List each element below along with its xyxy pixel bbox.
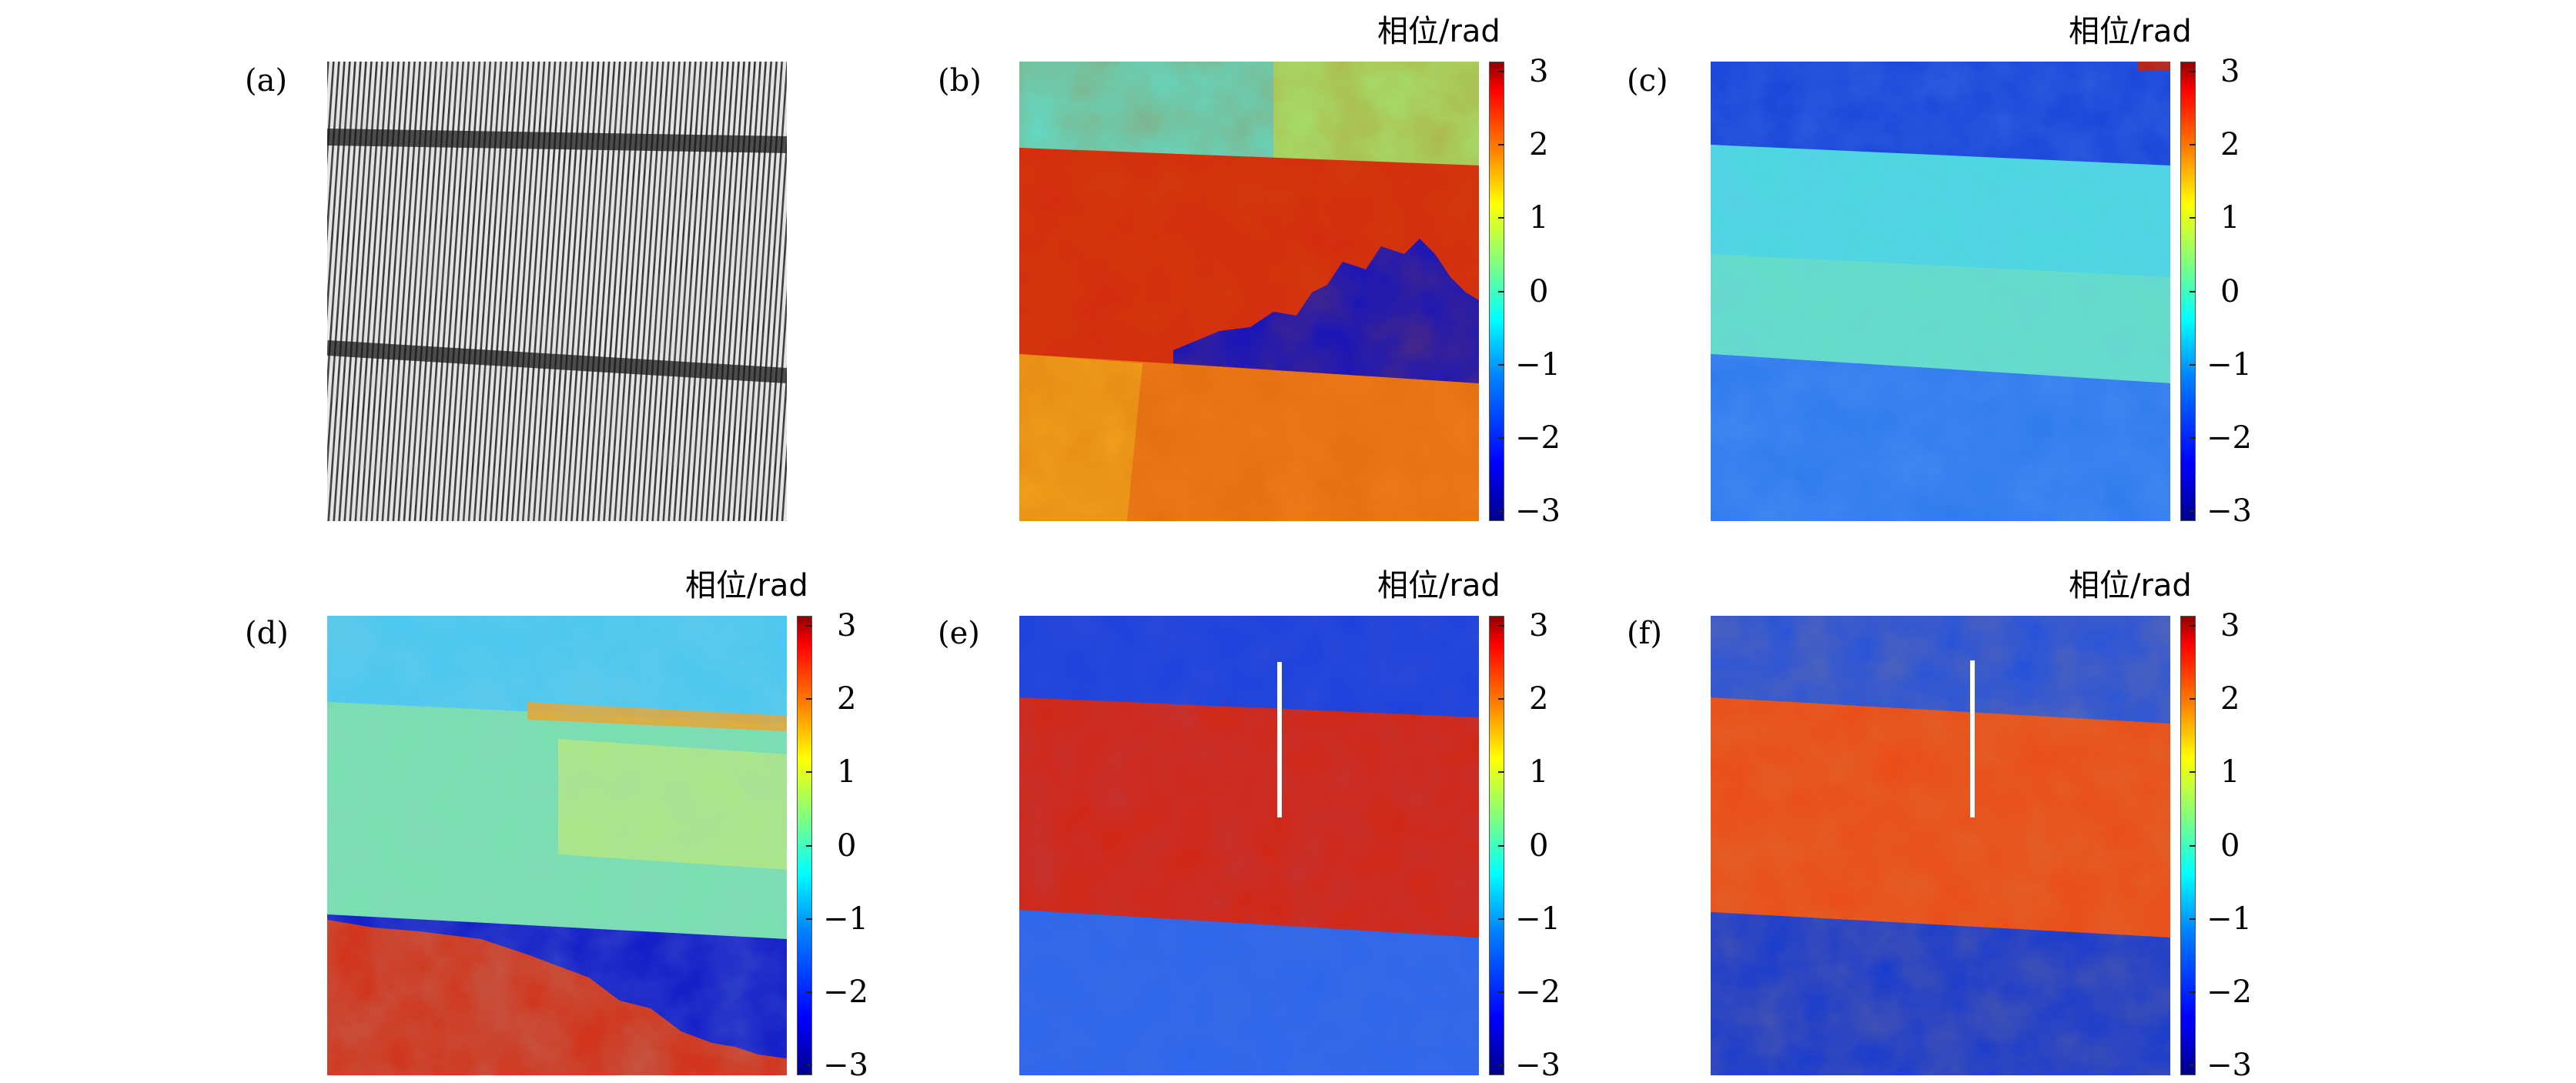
colorbar-tick-label: −3 [1515, 1047, 1561, 1083]
colorbar-tickmark [806, 918, 812, 920]
colorbar-tickmark [2190, 436, 2196, 439]
colorbar-tick-label: 1 [2220, 754, 2240, 791]
colorbar-tickmark [1498, 217, 1504, 219]
colorbar-tick-label: −1 [1515, 901, 1561, 937]
colorbar-tick-label: 2 [837, 681, 857, 717]
colorbar-tick-label: −1 [1515, 346, 1561, 383]
phase-map-c [1711, 62, 2170, 521]
colorbar-tickmark [2190, 217, 2196, 219]
phase-map-d [327, 616, 787, 1075]
panel-label-b: (b) [938, 63, 982, 99]
colorbar-tickmark [1498, 290, 1504, 292]
colorbar-tick-label: 1 [2220, 200, 2240, 236]
colorbar-tickmark [1498, 1064, 1504, 1066]
phase-map-e [1019, 616, 1479, 1075]
colorbar-tickmark [1498, 436, 1504, 439]
colorbar-tick-label: 3 [837, 608, 857, 644]
colorbar-tick-label: 3 [1529, 608, 1549, 644]
colorbar-tick-label: 0 [1529, 827, 1549, 864]
panel-label-c: (c) [1627, 63, 1668, 99]
colorbar-tickmark [1498, 625, 1504, 627]
interferogram-a [327, 62, 787, 521]
phase-map-b [1019, 62, 1479, 521]
colorbar-tick-label: −3 [2206, 493, 2252, 529]
colorbar-tick-label: −3 [2206, 1047, 2252, 1083]
colorbar-tickmark [2190, 771, 2196, 774]
colorbar-label-b: 相位/rad [1377, 14, 1500, 49]
colorbar-tick-label: 0 [2220, 273, 2240, 309]
colorbar-tickmark [1498, 144, 1504, 146]
colorbar-tick-label: 0 [837, 827, 857, 864]
colorbar-tickmark [2190, 71, 2196, 73]
colorbar-tickmark [2190, 991, 2196, 993]
colorbar-tick-label: −2 [1515, 974, 1561, 1010]
colorbar-tickmark [2190, 290, 2196, 292]
colorbar-tick-label: −2 [2206, 974, 2252, 1010]
colorbar-tick-label: −1 [2206, 901, 2252, 937]
colorbar-tickmark [1498, 71, 1504, 73]
colorbar-tickmark [1498, 363, 1504, 366]
colorbar-label-f: 相位/rad [2069, 568, 2192, 603]
colorbar-tick-label: 1 [837, 754, 857, 791]
panel-label-e: (e) [938, 616, 980, 651]
colorbar-tick-label: 2 [1529, 681, 1549, 717]
colorbar-tick-label: −3 [1515, 493, 1561, 529]
colorbar-tick-label: 1 [1529, 200, 1549, 236]
colorbar-tick-label: 2 [2220, 127, 2240, 163]
colorbar-tickmark [2190, 698, 2196, 700]
colorbar-tickmark [1498, 991, 1504, 993]
colorbar-tickmark [1498, 918, 1504, 920]
colorbar-tickmark [2190, 363, 2196, 366]
phase-map-f [1711, 616, 2170, 1075]
colorbar-tickmark [2190, 918, 2196, 920]
colorbar-label-d: 相位/rad [685, 568, 808, 603]
colorbar-tickmark [1498, 510, 1504, 512]
colorbar-tick-label: 0 [2220, 827, 2240, 864]
colorbar-tickmark [806, 844, 812, 847]
colorbar-tick-label: 3 [2220, 54, 2240, 90]
colorbar-tick-label: 2 [2220, 681, 2240, 717]
colorbar-label-c: 相位/rad [2069, 14, 2192, 49]
colorbar-tick-label: −2 [2206, 419, 2252, 456]
colorbar-tickmark [2190, 144, 2196, 146]
colorbar-tickmark [1498, 771, 1504, 774]
colorbar-tick-label: −2 [1515, 419, 1561, 456]
colorbar-tickmark [806, 1064, 812, 1066]
colorbar-tick-label: −3 [823, 1047, 868, 1083]
colorbar-label-e: 相位/rad [1377, 568, 1500, 603]
panel-label-a: (a) [245, 63, 288, 99]
colorbar-tickmark [806, 625, 812, 627]
colorbar-tickmark [2190, 1064, 2196, 1066]
colorbar-tick-label: −2 [823, 974, 868, 1010]
colorbar-tick-label: 0 [1529, 273, 1549, 309]
panel-label-d: (d) [245, 616, 289, 651]
colorbar-tick-label: 3 [1529, 54, 1549, 90]
colorbar-tickmark [2190, 510, 2196, 512]
colorbar-tickmark [2190, 844, 2196, 847]
colorbar-tick-label: 1 [1529, 754, 1549, 791]
colorbar-tick-label: 2 [1529, 127, 1549, 163]
colorbar-tick-label: −1 [2206, 346, 2252, 383]
colorbar-tickmark [1498, 844, 1504, 847]
colorbar-tickmark [806, 771, 812, 774]
colorbar-tickmark [1498, 698, 1504, 700]
colorbar-tickmark [806, 698, 812, 700]
colorbar-tickmark [2190, 625, 2196, 627]
colorbar-tick-label: −1 [823, 901, 868, 937]
colorbar-tick-label: 3 [2220, 608, 2240, 644]
colorbar-tickmark [806, 991, 812, 993]
panel-label-f: (f) [1627, 616, 1663, 651]
